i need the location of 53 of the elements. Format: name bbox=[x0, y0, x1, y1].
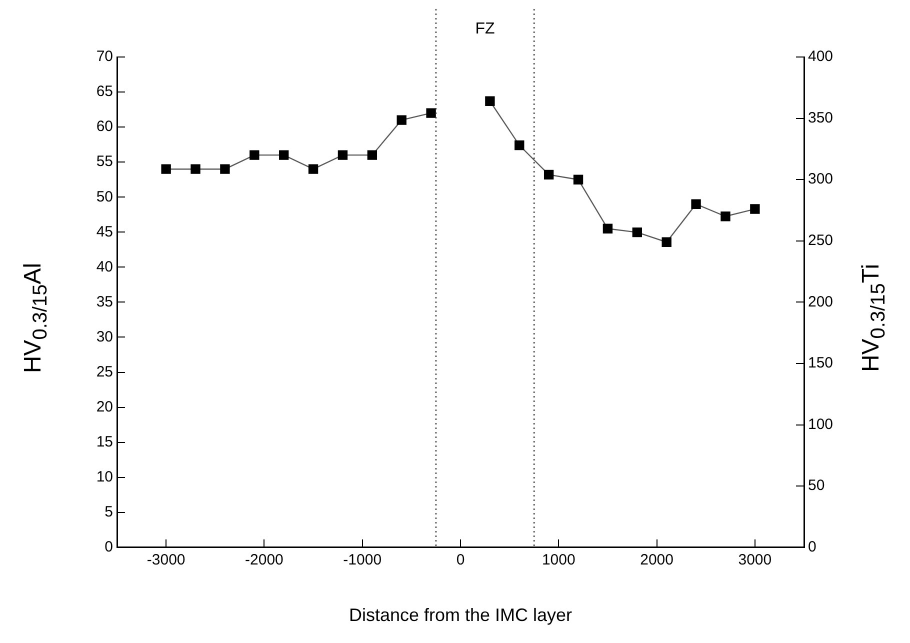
y-tick-label: 45 bbox=[96, 223, 113, 240]
y2-tick-label: 300 bbox=[808, 170, 834, 188]
text: FZ bbox=[475, 20, 496, 38]
y2-tick-label: 50 bbox=[808, 477, 825, 494]
y2-tick-label: 100 bbox=[808, 416, 834, 433]
y-tick-label: 5 bbox=[104, 504, 113, 521]
x-axis-title: Distance from the IMC layer bbox=[348, 605, 572, 626]
point bbox=[662, 237, 672, 247]
x-tick-label: 2000 bbox=[640, 552, 674, 569]
y-tick-label: 0 bbox=[104, 538, 113, 556]
y-tick-label: 20 bbox=[96, 398, 113, 416]
y2-tick-label: 200 bbox=[808, 293, 834, 310]
y2-tick-label: 350 bbox=[808, 109, 834, 126]
point bbox=[514, 140, 524, 150]
point bbox=[720, 212, 730, 222]
x-tick-label: -1000 bbox=[343, 552, 382, 569]
x-tick-label: -2000 bbox=[245, 552, 284, 569]
point bbox=[426, 108, 436, 118]
point bbox=[544, 170, 554, 180]
point bbox=[308, 164, 318, 174]
point bbox=[250, 150, 260, 160]
point bbox=[750, 204, 760, 214]
y-tick-label: 70 bbox=[96, 48, 113, 66]
point bbox=[632, 227, 642, 238]
point bbox=[338, 150, 348, 160]
point bbox=[367, 150, 378, 160]
point bbox=[485, 96, 495, 106]
point bbox=[279, 150, 289, 160]
y-tick-label: 35 bbox=[96, 293, 113, 310]
point bbox=[602, 224, 613, 234]
x-tick-label: 3000 bbox=[738, 552, 772, 569]
point bbox=[573, 174, 584, 184]
y2-tick-label: 0 bbox=[808, 538, 816, 556]
point bbox=[220, 164, 230, 174]
y-tick-label: 55 bbox=[96, 153, 113, 170]
y2-tick-label: 400 bbox=[808, 48, 834, 66]
y-tick-label: 15 bbox=[96, 433, 113, 450]
y-tick-label: 40 bbox=[96, 258, 113, 276]
point bbox=[691, 199, 701, 209]
point bbox=[161, 164, 171, 174]
point bbox=[396, 115, 406, 125]
y2-tick-label: 150 bbox=[808, 354, 834, 372]
y-tick-label: 60 bbox=[96, 118, 113, 136]
y2-tick-label: 250 bbox=[808, 232, 834, 250]
y-tick-label: 50 bbox=[96, 188, 113, 206]
x-tick-label: 1000 bbox=[542, 552, 576, 569]
y-tick-label: 30 bbox=[96, 328, 113, 346]
y-tick-label: 65 bbox=[96, 83, 113, 100]
y-tick-label: 10 bbox=[96, 468, 113, 486]
point bbox=[190, 164, 200, 174]
y-tick-label: 25 bbox=[96, 363, 113, 380]
x-tick-label: 0 bbox=[456, 552, 465, 569]
x-tick-label: -3000 bbox=[146, 552, 186, 569]
